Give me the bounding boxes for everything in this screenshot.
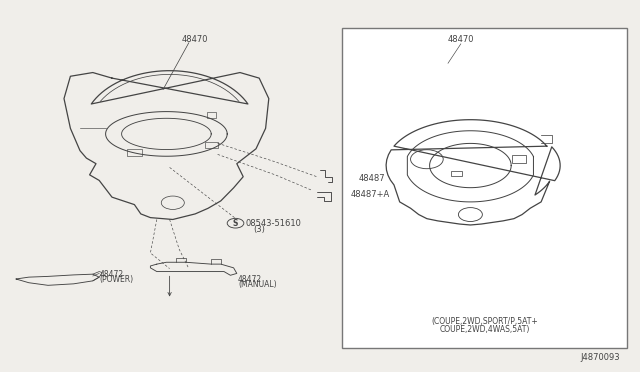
Bar <box>207 112 216 118</box>
Text: 08543-51610: 08543-51610 <box>245 219 301 228</box>
Bar <box>127 149 142 156</box>
Text: (3): (3) <box>253 225 265 234</box>
Text: 48487+A: 48487+A <box>351 190 390 199</box>
Bar <box>451 171 462 176</box>
Text: 48472: 48472 <box>238 275 262 284</box>
Bar <box>512 155 527 163</box>
FancyBboxPatch shape <box>342 28 627 348</box>
Text: 48470: 48470 <box>182 35 209 44</box>
Text: COUPE,2WD,4WAS,5AT): COUPE,2WD,4WAS,5AT) <box>440 325 531 334</box>
Text: (COUPE,2WD,SPORT/P,5AT+: (COUPE,2WD,SPORT/P,5AT+ <box>432 317 538 326</box>
Text: 48487: 48487 <box>358 174 385 183</box>
Text: (POWER): (POWER) <box>99 275 133 284</box>
Text: J4870093: J4870093 <box>580 353 620 362</box>
Text: 48470: 48470 <box>447 35 474 44</box>
Bar <box>205 142 218 148</box>
Text: S: S <box>233 219 238 228</box>
Text: (MANUAL): (MANUAL) <box>238 280 276 289</box>
Text: 48472: 48472 <box>99 270 124 279</box>
